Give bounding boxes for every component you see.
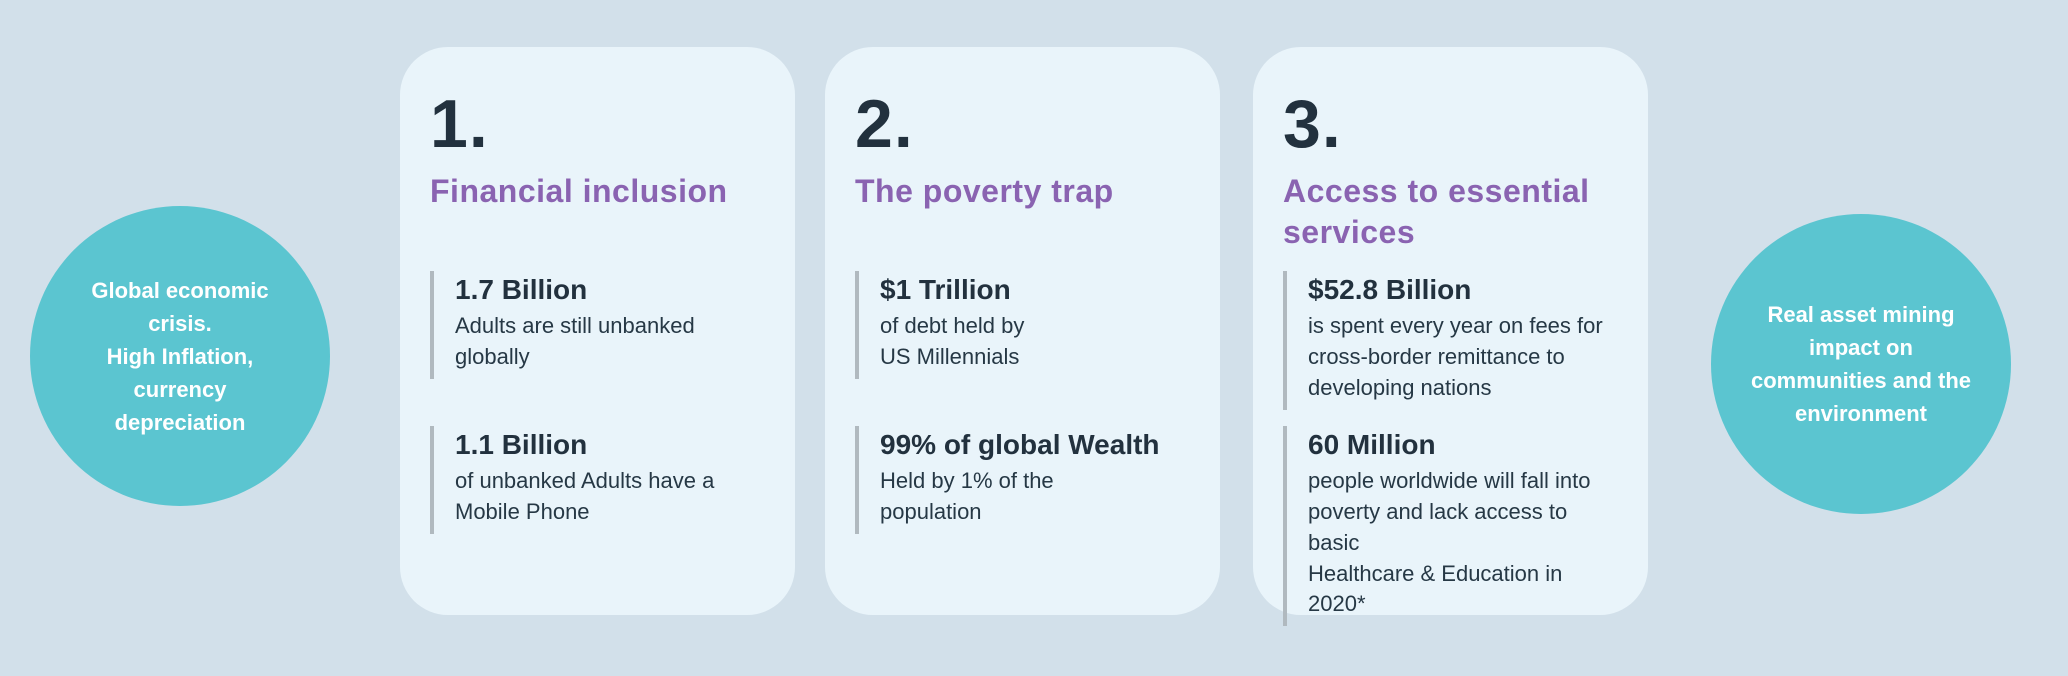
stat-description: people worldwide will fall into poverty … [1308,468,1591,617]
stat-block: $52.8 Billion is spent every year on fee… [1283,271,1620,410]
stat-block: 1.1 Billion of unbanked Adults have a Mo… [430,426,767,534]
stat-description: Adults are still unbanked globally [455,313,695,369]
card-number: 3. [1283,86,1342,162]
card-poverty-trap: 2. The poverty trap $1 Trillion of debt … [825,47,1220,615]
card-financial-inclusion: 1. Financial inclusion 1.7 Billion Adult… [400,47,795,615]
left-circle: Global economic crisis. High Inflation, … [30,206,330,506]
right-circle: Real asset mining impact on communities … [1711,214,2011,514]
left-circle-text: Global economic crisis. High Inflation, … [91,277,269,435]
stat-block: 99% of global Wealth Held by 1% of the p… [855,426,1192,534]
stat-description: of unbanked Adults have a Mobile Phone [455,468,715,524]
card-number: 1. [430,86,489,162]
stat-block: $1 Trillion of debt held by US Millennia… [855,271,1192,379]
stat-value: $1 Trillion [880,274,1011,305]
card-title: Access to essential services [1283,173,1590,250]
stat-value: 1.7 Billion [455,274,588,305]
card-title: The poverty trap [855,173,1114,209]
stat-block: 60 Million people worldwide will fall in… [1283,426,1620,627]
stat-block: 1.7 Billion Adults are still unbanked gl… [430,271,767,379]
stat-value: $52.8 Billion [1308,274,1472,305]
stat-description: of debt held by US Millennials [880,313,1025,369]
stat-value: 60 Million [1308,429,1436,460]
stat-description: Held by 1% of the population [880,468,1054,524]
stat-description: is spent every year on fees for cross-bo… [1308,313,1603,400]
stat-value: 1.1 Billion [455,429,588,460]
right-circle-text: Real asset mining impact on communities … [1750,302,1972,426]
card-title: Financial inclusion [430,173,728,209]
stat-value: 99% of global Wealth [880,429,1160,460]
card-number: 2. [855,86,914,162]
card-access-essential-services: 3. Access to essential services $52.8 Bi… [1253,47,1648,627]
